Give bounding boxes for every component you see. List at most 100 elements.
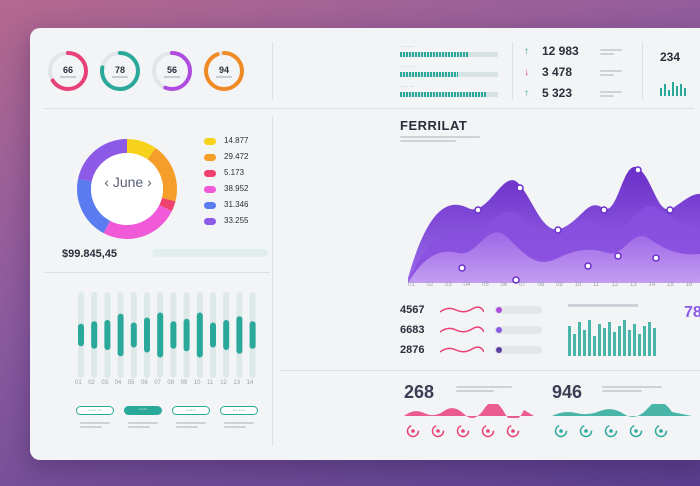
mini-bars-caption bbox=[568, 304, 638, 307]
area-tick-label: 04 bbox=[463, 282, 471, 288]
divider bbox=[512, 42, 513, 100]
header-bar-fill bbox=[400, 52, 468, 57]
sparkline-badge bbox=[494, 326, 542, 334]
month-label: June bbox=[112, 174, 144, 190]
status-dot bbox=[496, 347, 502, 353]
main-chart-ticks: 01 02 03 04 05 06 07 08 09 10 11 12 13 14 15 16 bbox=[408, 282, 700, 292]
donut-card: ‹ June › 14.877 29.472 5.173 38.952 31.346 33… bbox=[44, 116, 270, 266]
mini-bar bbox=[573, 334, 576, 356]
donut-slice bbox=[159, 197, 176, 212]
chevron-left-icon[interactable]: ‹ bbox=[104, 174, 109, 190]
bar-tick-label: 07 bbox=[154, 380, 161, 386]
mini-right-value: 78 bbox=[684, 304, 700, 321]
month-selector[interactable]: ‹ June › bbox=[90, 174, 166, 190]
ring-caption bbox=[216, 76, 232, 78]
divider bbox=[642, 42, 643, 100]
area-tick-label: 02 bbox=[426, 282, 434, 288]
bottom-left-sparkline bbox=[404, 404, 534, 418]
chevron-right-icon[interactable]: › bbox=[147, 174, 152, 190]
legend-swatch bbox=[204, 154, 216, 161]
filter-button[interactable]: ····· ·· bbox=[76, 406, 114, 415]
filter-caption bbox=[176, 422, 206, 430]
dashboard-panel: 66 78 56 94 ···· ······ ····· ····· ······ … bbox=[30, 28, 700, 460]
area-point bbox=[600, 206, 608, 214]
ring-value: 78 bbox=[115, 65, 125, 75]
legend-swatch bbox=[204, 218, 216, 225]
area-point bbox=[474, 206, 482, 214]
ring-caption bbox=[60, 76, 76, 78]
mini-bar bbox=[588, 320, 591, 356]
vertical-bars-card: 01 02 03 04 05 06 07 08 09 10 11 12 13 14 ····· ·· ···… bbox=[44, 280, 270, 450]
legend-value: 33.255 bbox=[224, 216, 249, 225]
sparkline-row: 4567 bbox=[400, 304, 560, 320]
area-point bbox=[554, 226, 562, 234]
status-dot bbox=[496, 327, 502, 333]
legend-swatch bbox=[204, 138, 216, 145]
area-point bbox=[634, 166, 642, 174]
sparkline-value: 6683 bbox=[400, 324, 425, 336]
area-tick-label: 12 bbox=[611, 282, 619, 288]
donut-slice bbox=[77, 178, 111, 234]
bar bbox=[78, 323, 84, 347]
mini-bar bbox=[643, 326, 646, 356]
main-area-chart bbox=[408, 166, 700, 284]
bar bbox=[249, 321, 256, 349]
vertical-bars-ticks: 01 02 03 04 05 06 07 08 09 10 11 12 13 14 bbox=[44, 380, 270, 390]
mini-bar bbox=[593, 336, 596, 356]
ring-caption bbox=[164, 76, 180, 78]
ring-icon bbox=[456, 424, 470, 438]
area-point bbox=[652, 254, 660, 262]
area-point bbox=[584, 262, 592, 270]
bar-tick-label: 05 bbox=[127, 380, 135, 386]
ring-caption bbox=[112, 76, 128, 78]
sparkline-graphic bbox=[440, 306, 484, 313]
stat-value: 12 983 bbox=[542, 44, 579, 58]
ring-icon bbox=[554, 424, 568, 438]
legend-swatch bbox=[204, 170, 216, 177]
main-chart-subtitle bbox=[400, 136, 480, 144]
arrow-up-icon: ↑ bbox=[524, 46, 529, 57]
bar bbox=[130, 322, 137, 348]
bottom-right-sparkline bbox=[552, 404, 692, 417]
area-point bbox=[666, 206, 674, 214]
area-tick-label: 16 bbox=[685, 282, 693, 288]
area-series-front bbox=[408, 232, 700, 283]
header-bar-fill bbox=[400, 92, 486, 97]
mini-bar bbox=[583, 330, 586, 356]
sparkline-value: 2876 bbox=[400, 344, 425, 356]
area-point bbox=[516, 184, 524, 192]
ring-icon bbox=[654, 424, 668, 438]
bar bbox=[91, 321, 98, 349]
filter-button[interactable]: ······ bbox=[172, 406, 210, 415]
bar bbox=[183, 318, 190, 352]
bottom-right-icons bbox=[554, 424, 694, 440]
mini-bar bbox=[578, 322, 581, 356]
filter-button[interactable]: ····· bbox=[124, 406, 162, 415]
mini-bar bbox=[648, 322, 651, 356]
bottom-left-icons bbox=[406, 424, 536, 440]
stat-caption bbox=[600, 70, 622, 78]
top-right-value: 234 bbox=[660, 50, 681, 64]
bar-tick-label: 03 bbox=[101, 380, 109, 386]
bar-tick-label: 11 bbox=[207, 380, 214, 386]
sparkline-graphic bbox=[440, 326, 484, 333]
mini-bar bbox=[628, 330, 631, 356]
legend-value: 38.952 bbox=[224, 184, 249, 193]
arrow-up-icon: ↑ bbox=[524, 88, 529, 99]
sparkline-row: 2876 bbox=[400, 344, 560, 360]
stats-list: ↑ 12 983 ↓ 3 478 ↑ 5 323 bbox=[524, 44, 636, 104]
divider bbox=[272, 42, 273, 100]
sparkline-value: 4567 bbox=[400, 304, 425, 316]
ring-icon bbox=[406, 424, 420, 438]
filter-button[interactable]: ··· ···· bbox=[220, 406, 258, 415]
area-point bbox=[512, 276, 520, 284]
donut-slice bbox=[78, 139, 127, 182]
bottom-right-widget: 946 bbox=[552, 380, 700, 450]
header-bar-label: ····· ····· bbox=[400, 64, 415, 69]
legend-swatch bbox=[204, 202, 216, 209]
sparkline-badge bbox=[494, 346, 542, 354]
bar-tick-label: 13 bbox=[233, 380, 241, 386]
donut-total-badge bbox=[152, 249, 268, 257]
bar bbox=[104, 320, 111, 350]
header-bar-fill bbox=[400, 72, 458, 77]
